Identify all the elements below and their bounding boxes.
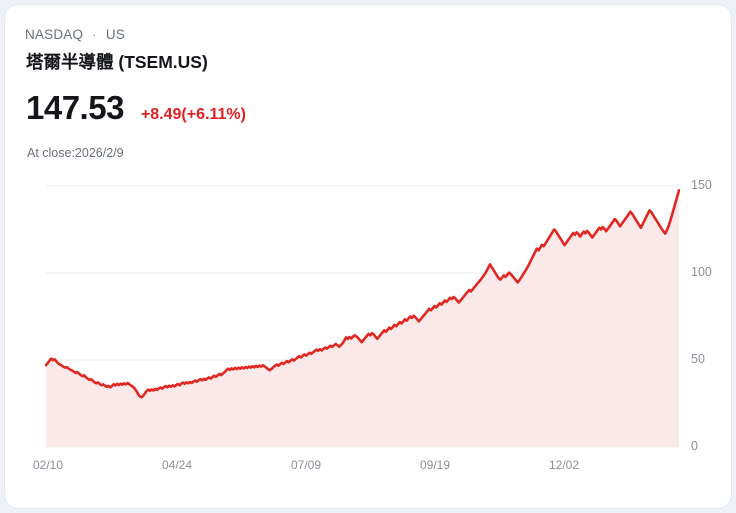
- page-title: 塔爾半導體 (TSEM.US): [26, 52, 208, 72]
- x-axis-tick-label: 07/09: [290, 458, 322, 472]
- exchange-region-line: NASDAQ · US: [25, 27, 125, 42]
- price-area-fill: [46, 190, 679, 448]
- price-chart-svg[interactable]: [5, 165, 732, 485]
- price-change: +8.49(+6.11%): [140, 106, 246, 123]
- separator-dot: ·: [92, 27, 97, 42]
- price-row: 147.53 +8.49(+6.11%): [26, 91, 246, 124]
- region-label: US: [105, 27, 125, 42]
- x-axis-tick-label: 04/24: [161, 458, 193, 472]
- price-line: [44, 189, 681, 399]
- x-axis-tick-label: 12/02: [548, 458, 580, 472]
- x-axis-tick-label: 09/19: [419, 458, 451, 472]
- y-axis-tick-label: 50: [691, 352, 705, 366]
- stock-quote-card: NASDAQ · US 塔爾半導體 (TSEM.US) 147.53 +8.49…: [4, 4, 732, 509]
- x-axis-tick-label: 02/10: [32, 458, 64, 472]
- market-status-note: At close:2026/2/9: [27, 146, 124, 160]
- y-axis-tick-label: 100: [691, 265, 712, 279]
- exchange-name: NASDAQ: [25, 27, 84, 42]
- last-price: 147.53: [26, 89, 124, 126]
- price-chart[interactable]: [5, 165, 732, 485]
- y-axis-tick-label: 0: [691, 439, 698, 453]
- y-axis-tick-label: 150: [691, 178, 712, 192]
